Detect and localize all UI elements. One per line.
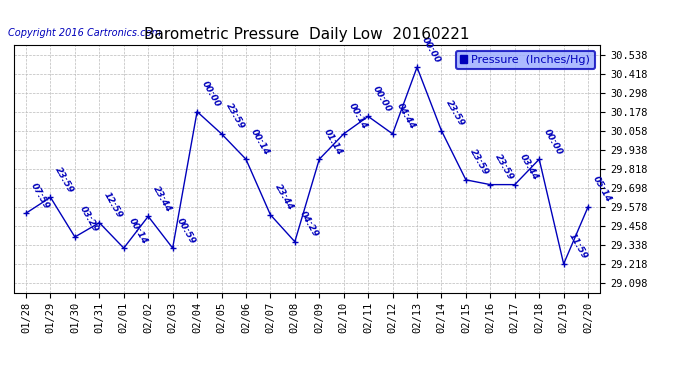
Text: 00:14: 00:14 [248, 127, 271, 156]
Text: 00:00: 00:00 [371, 84, 393, 114]
Text: 23:44: 23:44 [151, 184, 173, 214]
Text: 00:00: 00:00 [542, 127, 564, 156]
Title: Barometric Pressure  Daily Low  20160221: Barometric Pressure Daily Low 20160221 [144, 27, 470, 42]
Text: 00:00: 00:00 [420, 35, 442, 64]
Text: 23:59: 23:59 [444, 99, 466, 128]
Text: 00:59: 00:59 [175, 216, 197, 245]
Text: 04:29: 04:29 [297, 210, 319, 239]
Text: 07:59: 07:59 [29, 181, 51, 210]
Text: 23:59: 23:59 [53, 165, 75, 195]
Text: Copyright 2016 Cartronics.com: Copyright 2016 Cartronics.com [8, 28, 161, 38]
Text: 01:14: 01:14 [322, 127, 344, 156]
Text: 05:14: 05:14 [591, 175, 613, 204]
Text: 23:59: 23:59 [224, 102, 246, 131]
Text: 00:14: 00:14 [126, 216, 148, 245]
Text: 03:44: 03:44 [518, 153, 540, 182]
Text: 23:44: 23:44 [273, 183, 295, 212]
Text: 11:59: 11:59 [566, 232, 589, 261]
Text: 23:59: 23:59 [469, 148, 491, 177]
Text: 03:29: 03:29 [78, 205, 100, 234]
Text: 00:00: 00:00 [200, 80, 222, 109]
Text: 23:59: 23:59 [493, 153, 515, 182]
Text: 00:14: 00:14 [346, 102, 368, 131]
Legend: Pressure  (Inches/Hg): Pressure (Inches/Hg) [456, 51, 595, 69]
Text: 04:44: 04:44 [395, 102, 417, 131]
Text: 12:59: 12:59 [102, 190, 124, 220]
